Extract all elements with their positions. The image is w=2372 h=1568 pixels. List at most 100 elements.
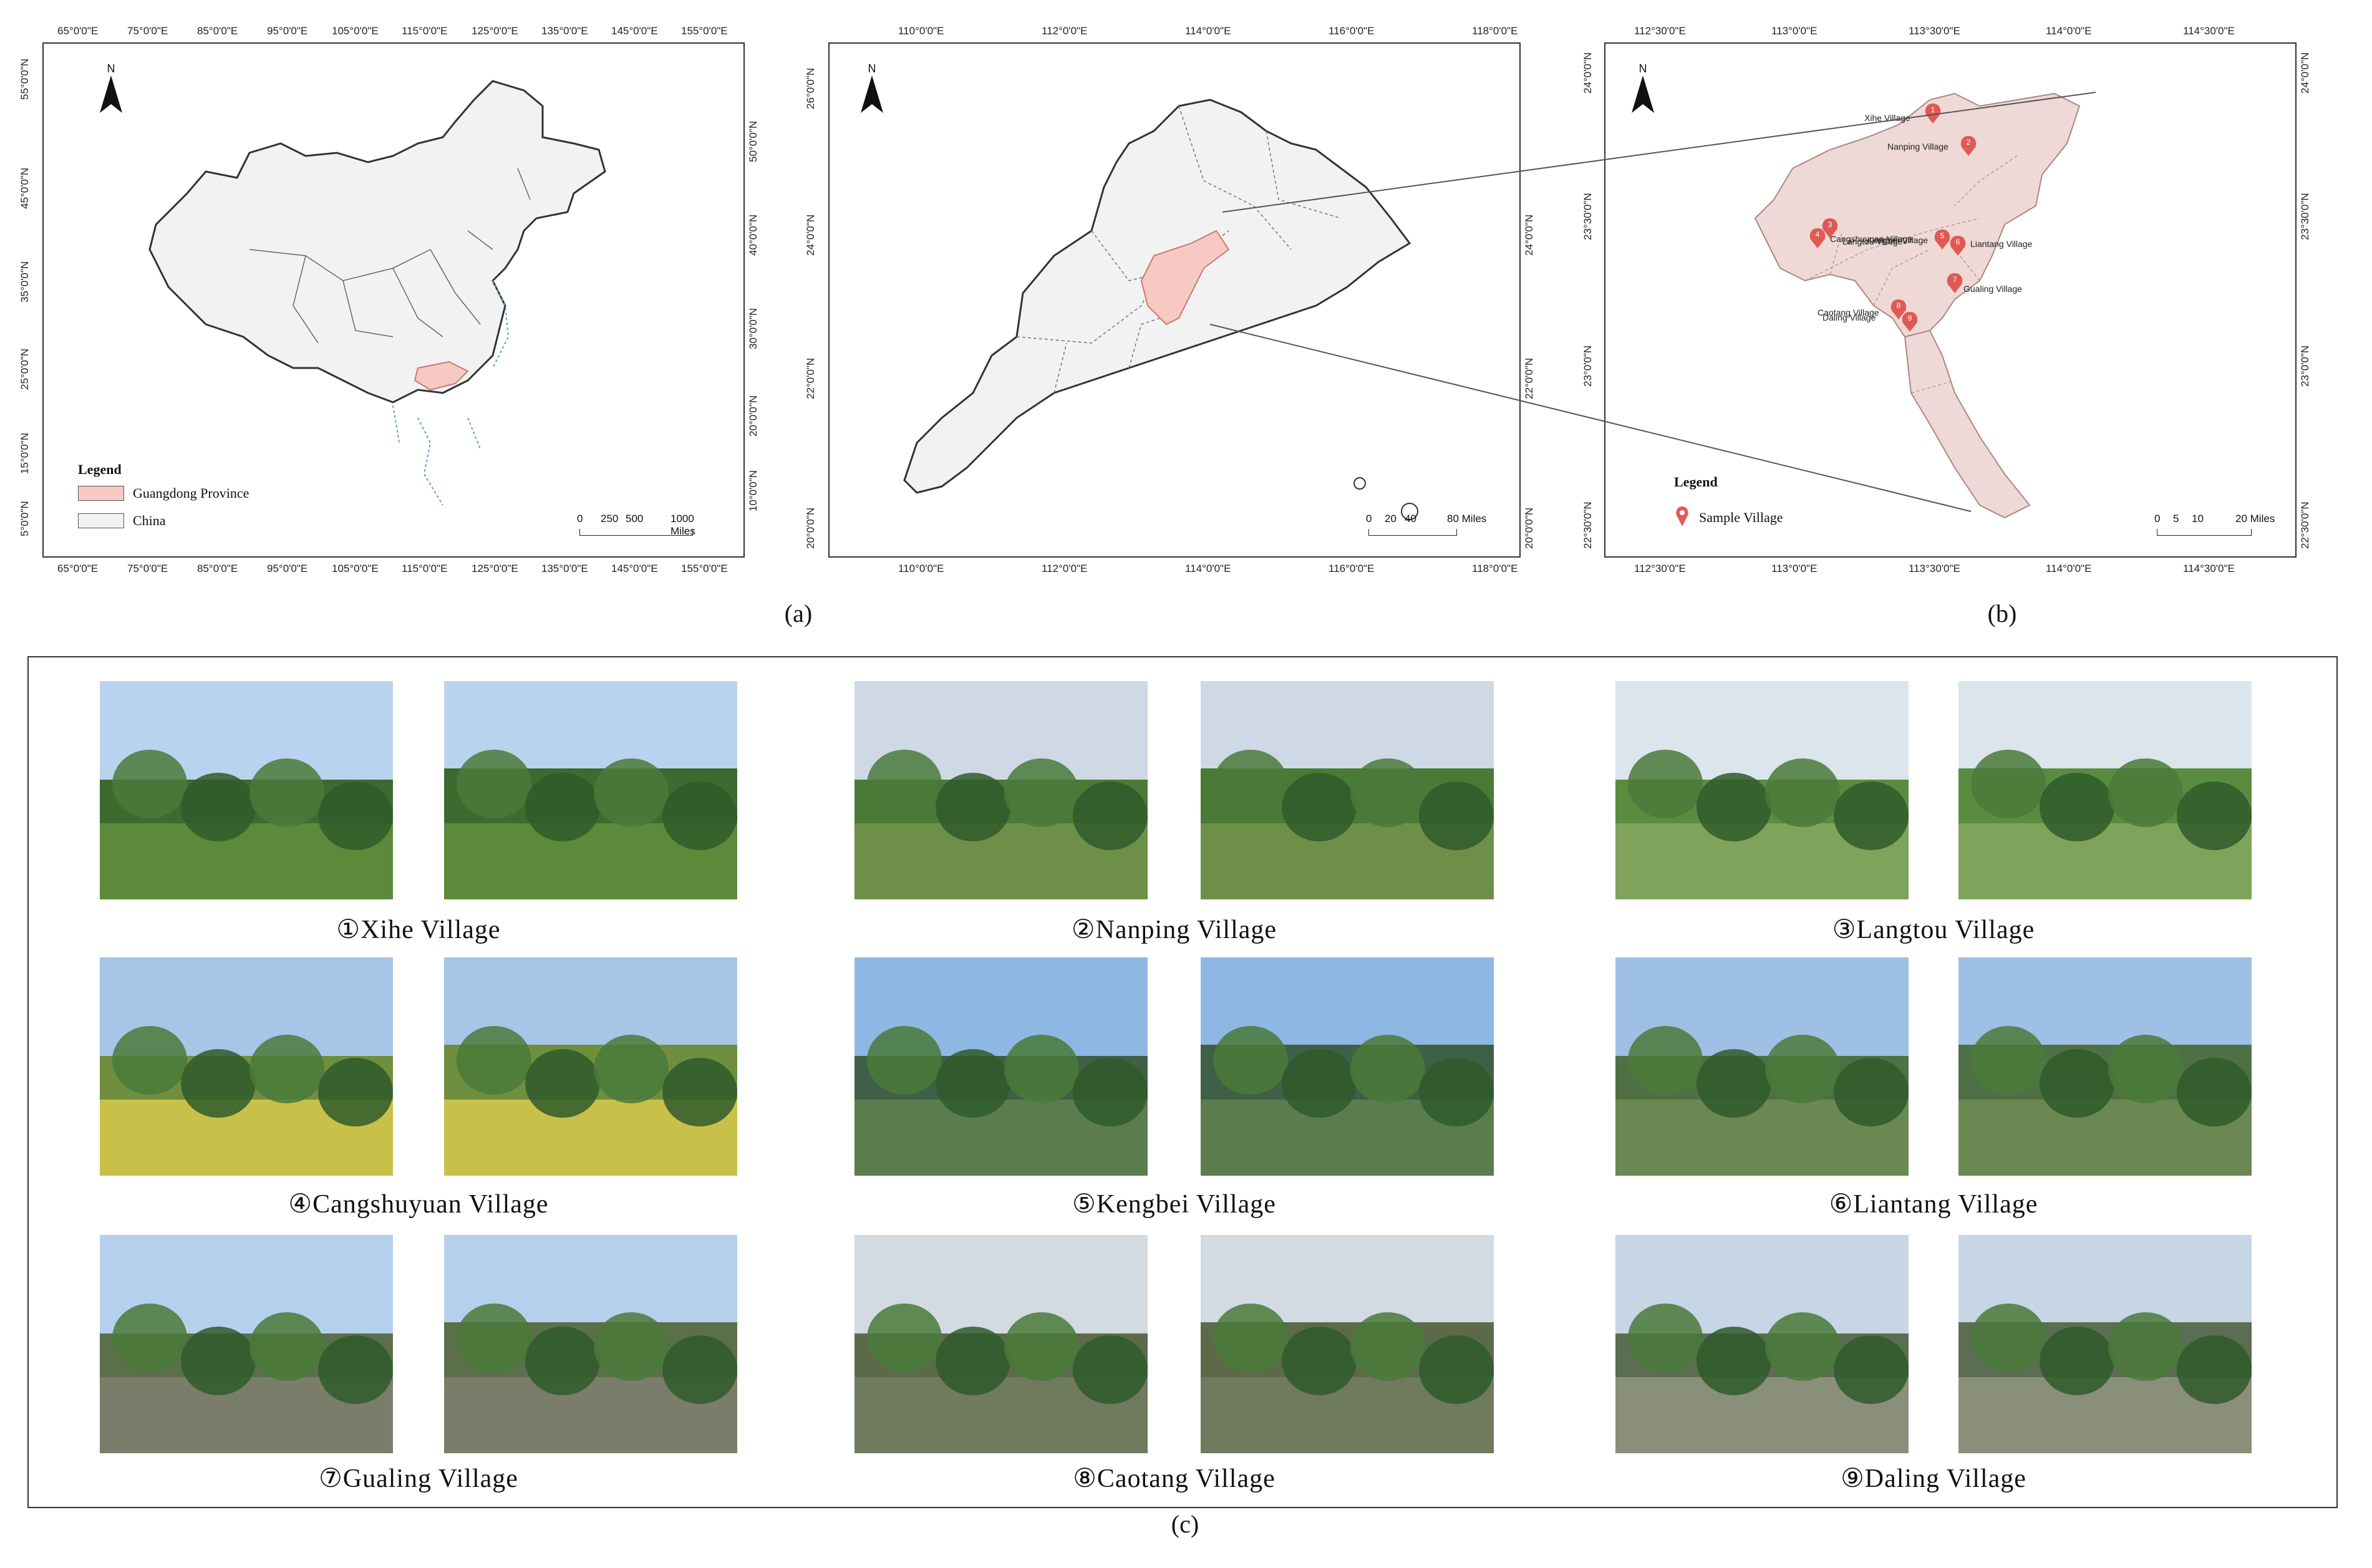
village-photo (444, 681, 737, 899)
tick-top: 75°0'0"E (127, 25, 168, 37)
city-boundaries (1016, 105, 1342, 394)
village-pin: 9 Daling Village (1823, 312, 1918, 332)
village-photo (1958, 681, 2252, 899)
village-pin-label: Caotang Village (1818, 307, 1879, 317)
village-pin-label: Nanping Village (1887, 142, 1948, 152)
tick-bottom: 114°0'0"E (1185, 563, 1231, 574)
tick-bottom: 135°0'0"E (541, 563, 588, 574)
connector-line-bottom (1209, 324, 1972, 512)
tick-bottom: 85°0'0"E (197, 563, 238, 574)
tick-bottom: 114°30'0"E (2183, 563, 2235, 574)
guangdong-region (414, 361, 469, 391)
village-caption: ④Cangshuyuan Village (288, 1190, 549, 1219)
tick-top: 113°0'0"E (1771, 25, 1818, 37)
tick-top: 135°0'0"E (541, 25, 588, 37)
village-pin: 3 Langtou Village (1822, 218, 1902, 246)
village-caption: ⑦Gualing Village (319, 1464, 518, 1493)
village-pin: 6 Liantang Village (1950, 236, 2033, 256)
tick-bottom: 155°0'0"E (681, 563, 728, 574)
village-photo (1958, 957, 2252, 1176)
village-pin-number: 2 (1967, 138, 1971, 147)
north-arrow-icon (1632, 75, 1654, 113)
tick-bottom: 116°0'0"E (1329, 563, 1375, 574)
village-pin-label: Xihe Village (1864, 113, 1910, 123)
village-caption: ⑨Daling Village (1841, 1464, 2026, 1493)
map-pin-icon (1676, 506, 1688, 526)
village-photo (854, 681, 1148, 899)
caption-a: (a) (784, 599, 813, 627)
village-pin: 1 Xihe Village (1864, 104, 1941, 123)
north-arrow-a: N (99, 62, 123, 116)
tick-bottom: 113°30'0"E (1909, 563, 1960, 574)
tick-top: 95°0'0"E (267, 25, 308, 37)
island (1353, 477, 1366, 490)
caption-c: (c) (1171, 1510, 1199, 1538)
tick-top: 155°0'0"E (681, 25, 728, 37)
map-pin-icon (1950, 236, 1966, 256)
china-outline (148, 80, 606, 404)
village-pins: 1 Xihe Village 2 Nanping Village 3 Langtou Vi… (1809, 104, 2033, 332)
map-pin-icon (1934, 230, 1950, 249)
village-photo (100, 957, 393, 1176)
tick-top: 105°0'0"E (332, 25, 379, 37)
tick-top: 118°0'0"E (1472, 25, 1518, 37)
map-b-panel: 1 Xihe Village 2 Nanping Village 3 Langtou Vi… (1559, 0, 2372, 599)
village-photo (1201, 1235, 1494, 1453)
map-b-frame: 1 Xihe Village 2 Nanping Village 3 Langtou Vi… (1604, 42, 2297, 558)
legend-title-a: Legend (78, 462, 122, 477)
tick-bottom: 113°0'0"E (1771, 563, 1818, 574)
guangzhou-highlight (1140, 230, 1230, 326)
tick-top: 145°0'0"E (611, 25, 658, 37)
map-pin-icon (1947, 273, 1963, 293)
zoom-connector-lines (1209, 92, 2096, 512)
village-caption: ③Langtou Village (1832, 916, 2035, 944)
village-photo (1201, 957, 1494, 1176)
legend-label-guangdong: Guangdong Province (133, 485, 249, 501)
village-photo (100, 681, 393, 899)
village-pin: 4 Cangshuyuan Village (1809, 228, 1912, 248)
legend-label-china: China (133, 513, 166, 528)
tick-top: 113°30'0"E (1909, 25, 1960, 37)
map-pin-icon (1822, 218, 1838, 238)
photos-panel-frame (27, 656, 2338, 1508)
tick-top: 115°0'0"E (402, 25, 448, 37)
tick-bottom: 75°0'0"E (127, 563, 168, 574)
scale-label: 5 (2173, 513, 2179, 525)
north-arrow-icon (100, 75, 122, 113)
legend-swatch-china (78, 513, 124, 528)
village-pin-number: 8 (1897, 301, 1901, 310)
guangzhou-outline (1754, 92, 2081, 338)
tick-top: 112°0'0"E (1042, 25, 1088, 37)
tick-top: 112°30'0"E (1634, 25, 1686, 37)
scale-label: 10 (2192, 513, 2204, 525)
village-pin-label: Gualing Village (1963, 284, 2022, 294)
village-pin-number: 3 (1828, 220, 1832, 229)
map-mid-frame: N 0 20 40 80 Miles (828, 42, 1521, 558)
village-pin-label: Cangshuyuan Village (1830, 234, 1912, 244)
scale-bar-line (579, 529, 693, 536)
legend-label-sample-village: Sample Village (1699, 510, 1783, 525)
scale-label: 250 (601, 513, 619, 525)
scale-bar-line (1368, 529, 1457, 536)
map-mid-panel: N 0 20 40 80 Miles 110°0'0"E 112°0'0"E 1… (786, 0, 1559, 599)
scale-label: 20 (1385, 513, 1397, 525)
china-map (148, 80, 606, 506)
scale-label: 0 (1366, 513, 1372, 525)
tick-top: 114°0'0"E (2046, 25, 2092, 37)
village-photo (1201, 681, 1494, 899)
village-pin-number: 9 (1908, 314, 1912, 322)
scale-label: 0 (2154, 513, 2161, 525)
legend-title-b: Legend (1674, 474, 1718, 490)
scale-label: 20 Miles (2235, 513, 2275, 525)
village-pin-label: Langtou Village (1842, 236, 1902, 246)
village-caption: ⑥Liantang Village (1829, 1190, 2038, 1219)
village-photo (444, 1235, 737, 1453)
north-arrow-mid: N (859, 62, 884, 116)
tick-bottom: 118°0'0"E (1472, 563, 1518, 574)
tick-bottom: 125°0'0"E (472, 563, 518, 574)
province-boundaries (249, 168, 531, 344)
tick-bottom: 110°0'0"E (898, 563, 944, 574)
village-photo (1615, 1235, 1909, 1453)
village-pin: 5 Kengbei Village (1867, 230, 1950, 249)
map-pin-icon (1902, 312, 1918, 332)
